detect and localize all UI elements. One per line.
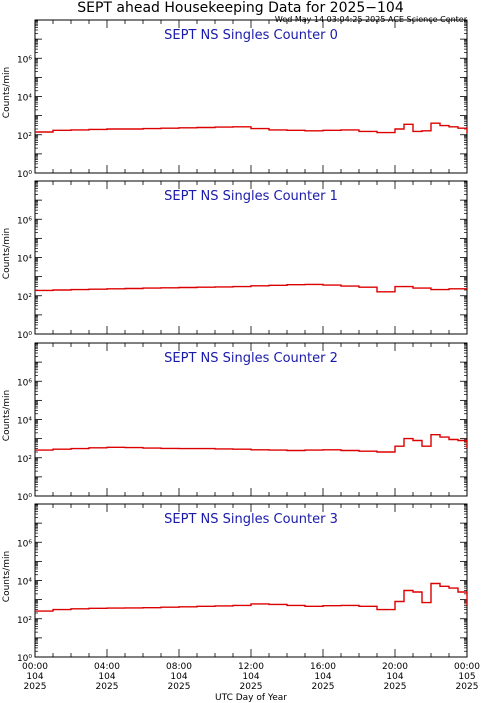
y-tick-label: 10⁶ (17, 55, 32, 65)
y-tick-label: 10² (17, 616, 32, 626)
panel-title: SEPT NS Singles Counter 1 (164, 189, 338, 204)
y-tick-label: 10⁰ (17, 493, 32, 503)
y-tick-label: 10² (17, 293, 32, 303)
page-title: SEPT ahead Housekeeping Data for 2025−10… (77, 0, 404, 16)
series-line (35, 434, 468, 453)
y-axis-label: Counts/min (2, 228, 12, 279)
chart-panel-0: 10⁰ 10² 10⁴ 10⁶ Counts/min SEPT NS Singles Co… (2, 19, 468, 180)
x-tick-label: 2025 (168, 682, 191, 692)
y-tick-label: 10⁰ (17, 170, 32, 180)
x-tick-label: 00:00 (454, 662, 480, 672)
panel-title: SEPT NS Singles Counter 3 (164, 512, 338, 527)
y-axis-label: Counts/min (2, 551, 12, 602)
x-tick-label: 2025 (312, 682, 335, 692)
y-tick-label: 10⁴ (17, 255, 32, 265)
x-tick-label: 16:00 (310, 662, 336, 672)
x-tick-label: 104 (242, 672, 259, 682)
y-axis-label: Counts/min (2, 390, 12, 441)
x-tick-label: 105 (458, 672, 475, 682)
x-tick-label: 2025 (96, 682, 119, 692)
x-tick-label: 00:00 (22, 662, 48, 672)
y-tick-label: 10⁴ (17, 94, 32, 104)
x-tick-label: 104 (314, 672, 331, 682)
x-tick-label: 2025 (240, 682, 263, 692)
x-tick-label: 104 (26, 672, 43, 682)
panel-title: SEPT NS Singles Counter 2 (164, 351, 338, 366)
x-tick-label: 04:00 (94, 662, 120, 672)
y-tick-label: 10⁴ (17, 417, 32, 427)
y-tick-label: 10² (17, 132, 32, 142)
x-tick-label: 20:00 (382, 662, 408, 672)
series-line (35, 582, 468, 612)
x-tick-label: 104 (170, 672, 187, 682)
x-tick-label: 104 (386, 672, 403, 682)
y-tick-label: 10⁰ (17, 331, 32, 341)
x-tick-label: 104 (98, 672, 115, 682)
x-tick-label: 2025 (456, 682, 479, 692)
x-tick-label: 08:00 (166, 662, 192, 672)
y-tick-label: 10⁰ (17, 654, 32, 664)
x-tick-label: 12:00 (238, 662, 264, 672)
x-axis-label: UTC Day of Year (215, 693, 287, 703)
y-tick-label: 10⁶ (17, 378, 32, 388)
y-tick-label: 10⁶ (17, 216, 32, 226)
y-tick-label: 10² (17, 455, 32, 465)
panel-title: SEPT NS Singles Counter 0 (164, 28, 338, 43)
chart-panel-1: 10⁰ 10² 10⁴ 10⁶ Counts/min SEPT NS Singles Co… (2, 180, 468, 341)
y-tick-label: 10⁶ (17, 539, 32, 549)
x-tick-label: 2025 (24, 682, 47, 692)
chart-panel-3: 10⁰ 10² 10⁴ 10⁶ Counts/min SEPT NS Singles Co… (2, 503, 480, 703)
chart-panel-2: 10⁰ 10² 10⁴ 10⁶ Counts/min SEPT NS Singles Co… (2, 342, 468, 503)
x-tick-label: 2025 (384, 682, 407, 692)
series-line (35, 283, 468, 293)
y-axis-label: Counts/min (2, 67, 12, 118)
series-line (35, 122, 468, 134)
y-tick-label: 10⁴ (17, 578, 32, 588)
